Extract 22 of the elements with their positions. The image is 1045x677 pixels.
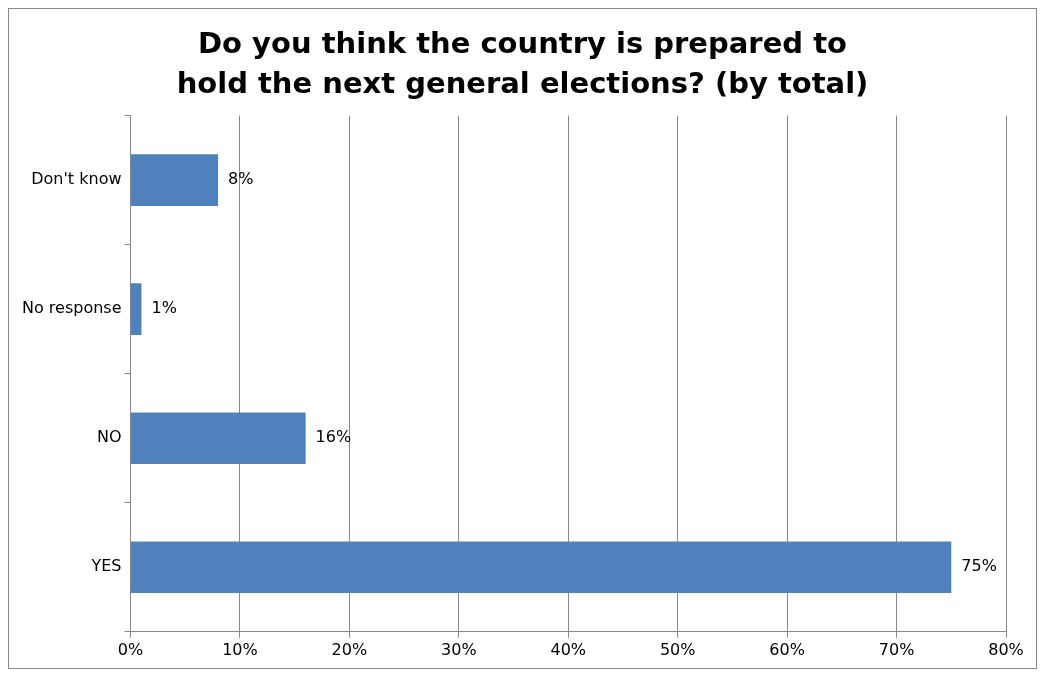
bar	[131, 412, 306, 465]
bar	[131, 154, 219, 206]
x-tick-label: 60%	[769, 639, 805, 659]
x-tick-label: 10%	[222, 639, 258, 659]
y-tick-label: Don't know	[31, 169, 122, 189]
y-tick-label: NO	[96, 427, 122, 447]
x-tick-label: 20%	[331, 639, 368, 659]
x-tick-label: 80%	[988, 639, 1024, 659]
x-tick-label: 70%	[878, 639, 915, 659]
x-tick-label: 0%	[117, 639, 144, 659]
chart-title: Do you think the country is prepared to hold the next general elections? (by total)	[175, 25, 870, 102]
bar	[131, 283, 142, 335]
y-tick-label: YES	[90, 556, 122, 576]
y-tick-label: No response	[22, 298, 122, 318]
x-tick-label: 30%	[441, 639, 477, 659]
bar	[131, 541, 952, 594]
x-tick-label: 50%	[659, 639, 696, 659]
data-label: 75%	[961, 556, 997, 576]
x-tick-label: 40%	[550, 639, 587, 659]
data-label: 1%	[151, 298, 177, 318]
data-label: 8%	[228, 169, 254, 189]
data-label: 16%	[315, 427, 352, 447]
